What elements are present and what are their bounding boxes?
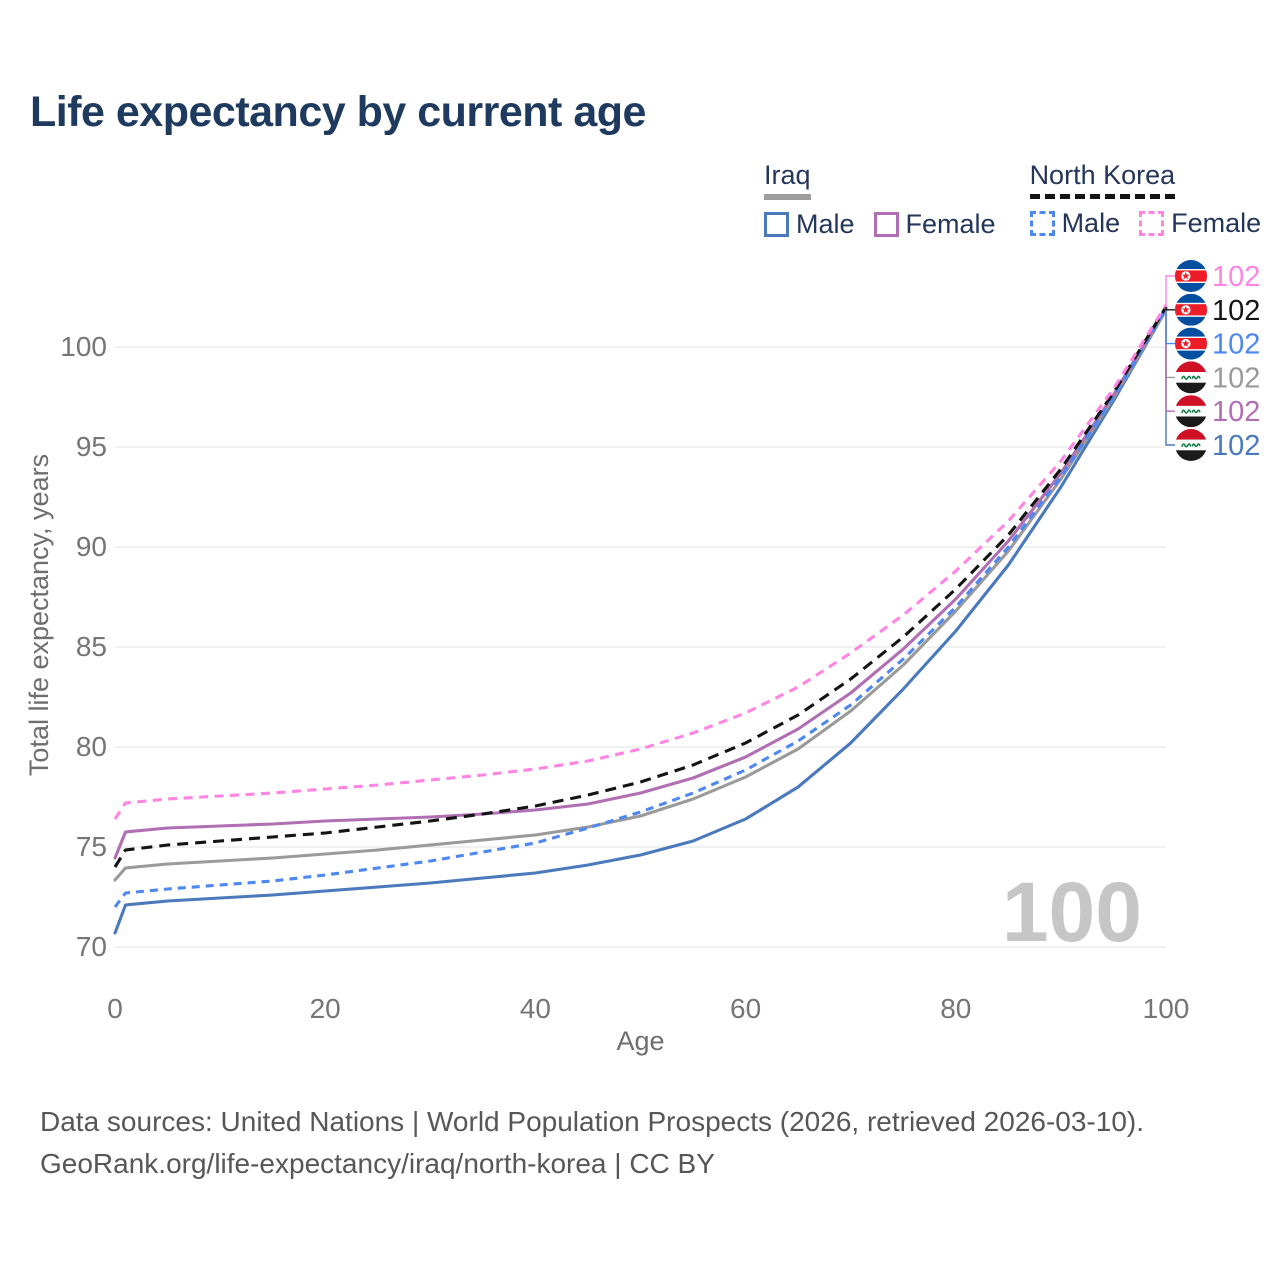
flag-star — [1181, 339, 1190, 347]
end-label-leader-north-korea-all — [1165, 307, 1175, 311]
x-tick-label-40: 40 — [520, 993, 551, 1024]
footer-data-sources: Data sources: United Nations | World Pop… — [40, 1106, 1145, 1137]
end-label-leader-iraq-female — [1165, 308, 1175, 412]
flag-icon-iraq — [1175, 361, 1207, 394]
flag-art — [1175, 327, 1207, 360]
flag-icon-north-korea — [1175, 260, 1207, 292]
legend-item-iraq-male[interactable]: Male — [764, 209, 855, 240]
flag-script — [1191, 409, 1201, 414]
end-value-label-iraq-female: 102 — [1212, 396, 1260, 428]
legend-group-iraq: Iraq Male Female — [764, 160, 996, 240]
chart-legend: Iraq Male Female North Korea Male — [764, 160, 1261, 240]
page-title: Life expectancy by current age — [30, 88, 646, 136]
y-tick-label-75: 75 — [76, 831, 107, 862]
x-tick-label-100: 100 — [1143, 993, 1190, 1024]
legend-item-north-korea-male[interactable]: Male — [1029, 208, 1121, 239]
flag-band — [1175, 450, 1207, 461]
series-line-iraq-all[interactable] — [113, 308, 1168, 882]
legend-label-iraq-female: Female — [905, 209, 996, 240]
legend-label-north-korea-male: Male — [1061, 208, 1121, 239]
legend-label-iraq-male: Male — [796, 209, 855, 240]
flag-band — [1175, 395, 1207, 406]
legend-swatch-iraq-male — [764, 212, 789, 238]
flag-icon-iraq — [1175, 429, 1207, 461]
end-value-label-north-korea-all: 102 — [1212, 295, 1260, 327]
series-line-iraq-female[interactable] — [113, 306, 1168, 860]
legend-item-iraq-female[interactable]: Female — [873, 209, 996, 240]
y-tick-label-85: 85 — [76, 631, 107, 662]
flag-star — [1181, 305, 1190, 314]
end-label-leader-north-korea-male — [1165, 309, 1175, 345]
y-tick-label-70: 70 — [76, 931, 107, 962]
end-label-leader-north-korea-female — [1165, 275, 1175, 305]
end-value-label-north-korea-male: 102 — [1212, 329, 1260, 361]
x-tick-label-60: 60 — [730, 993, 761, 1024]
flag-band — [1175, 270, 1207, 282]
legend-header-north-korea[interactable]: North Korea — [1029, 160, 1176, 200]
flag-band — [1175, 416, 1207, 428]
series-line-north-korea-all[interactable] — [113, 306, 1168, 868]
age-counter-watermark: 100 — [1002, 865, 1142, 959]
x-axis-title: Age — [616, 1026, 664, 1056]
legend-header-iraq[interactable]: Iraq — [764, 160, 811, 201]
legend-group-north-korea: North Korea Male Female — [1029, 160, 1261, 240]
end-value-label-north-korea-female: 102 — [1212, 261, 1260, 293]
end-value-label-iraq-all: 102 — [1212, 362, 1260, 394]
flag-art — [1175, 293, 1207, 326]
flag-icon-north-korea — [1175, 327, 1207, 360]
x-tick-label-80: 80 — [940, 993, 971, 1024]
legend-items-iraq: Male Female — [764, 209, 996, 240]
flag-icon-iraq — [1175, 395, 1207, 428]
legend-label-north-korea-female: Female — [1171, 208, 1262, 239]
y-tick-label-80: 80 — [76, 731, 107, 762]
flag-band — [1175, 429, 1207, 440]
series-line-iraq-male[interactable] — [113, 308, 1168, 935]
legend-item-north-korea-female[interactable]: Female — [1139, 208, 1261, 239]
x-tick-label-20: 20 — [310, 993, 341, 1024]
legend-swatch-north-korea-male — [1029, 211, 1055, 237]
flag-script — [1181, 375, 1192, 380]
flag-band — [1175, 361, 1207, 373]
y-tick-label-90: 90 — [76, 531, 107, 562]
legend-swatch-iraq-female — [873, 212, 899, 238]
flag-script — [1181, 443, 1192, 448]
series-line-north-korea-female[interactable] — [113, 304, 1168, 820]
y-tick-label-95: 95 — [76, 431, 107, 462]
flag-script — [1181, 409, 1192, 414]
flag-art — [1175, 395, 1207, 428]
flag-band — [1175, 382, 1207, 394]
flag-band — [1175, 304, 1207, 316]
y-axis-title: Total life expectancy, years — [24, 454, 54, 776]
flag-art — [1175, 361, 1207, 394]
footer-url-license: GeoRank.org/life-expectancy/iraq/north-k… — [40, 1148, 715, 1179]
legend-items-north-korea: Male Female — [1029, 208, 1261, 239]
end-value-label-iraq-male: 102 — [1212, 430, 1260, 462]
flag-art — [1175, 429, 1207, 461]
x-tick-label-0: 0 — [107, 993, 123, 1024]
legend-swatch-north-korea-female — [1139, 211, 1165, 237]
flag-script — [1191, 375, 1201, 380]
flag-icon-north-korea — [1175, 293, 1207, 326]
flag-art — [1175, 260, 1207, 292]
footer-attribution: Data sources: United Nations | World Pop… — [40, 1101, 1144, 1185]
flag-star — [1181, 271, 1190, 280]
flag-script — [1191, 443, 1201, 448]
y-tick-label-100: 100 — [60, 331, 107, 362]
flag-band — [1175, 338, 1207, 350]
